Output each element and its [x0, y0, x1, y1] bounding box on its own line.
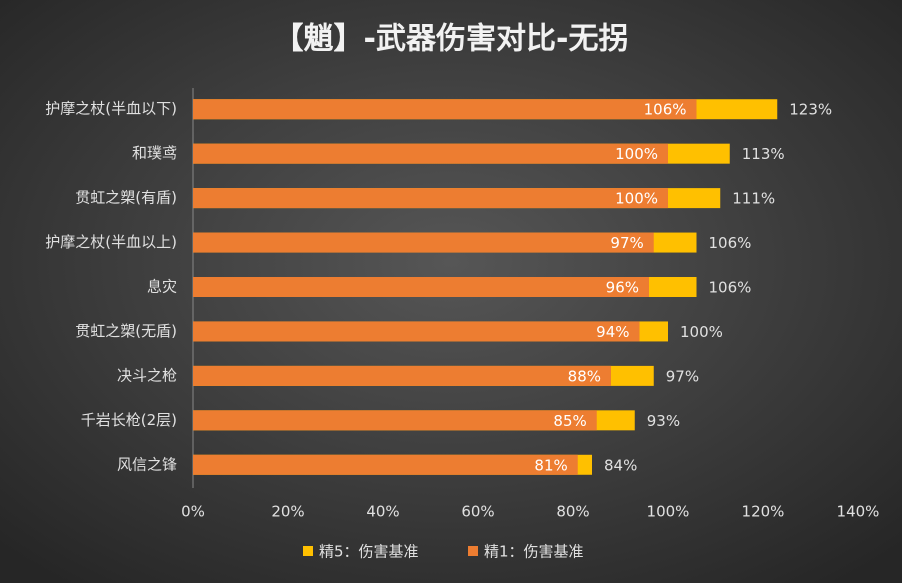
y-tick-label: 和璞鸢 [132, 144, 177, 162]
x-tick-label: 40% [366, 503, 399, 521]
data-label: 97% [610, 234, 643, 252]
y-tick-label: 决斗之枪 [117, 366, 177, 384]
x-tick-label: 0% [181, 503, 205, 521]
data-label: 100% [615, 145, 658, 163]
y-tick-label: 息灾 [147, 278, 177, 296]
data-label: 84% [604, 456, 637, 474]
data-label: 94% [596, 323, 629, 341]
data-label: 106% [709, 279, 752, 297]
data-label: 100% [615, 190, 658, 208]
x-tick-label: 100% [647, 503, 690, 521]
legend-label: 精5：伤害基准 [319, 543, 419, 561]
y-tick-label: 护摩之杖(半血以上) [45, 233, 177, 251]
bar [193, 143, 668, 164]
x-tick-label: 80% [556, 503, 589, 521]
data-label: 100% [680, 323, 723, 341]
bar [193, 321, 640, 342]
data-label: 106% [644, 101, 687, 119]
data-label: 113% [742, 145, 785, 163]
data-label: 106% [709, 234, 752, 252]
x-tick-label: 140% [837, 503, 880, 521]
bar [193, 232, 654, 253]
bar [193, 365, 611, 386]
y-tick-label: 千岩长枪(2层) [81, 411, 177, 429]
data-label: 81% [534, 456, 567, 474]
bar [193, 454, 578, 475]
legend-swatch [468, 546, 478, 556]
y-tick-label: 贯虹之槊(无盾) [75, 322, 177, 340]
data-label: 123% [789, 101, 832, 119]
data-label: 96% [606, 279, 639, 297]
data-label: 111% [732, 190, 775, 208]
x-tick-label: 120% [742, 503, 785, 521]
data-label: 88% [568, 367, 601, 385]
chart-title: 【魈】-武器伤害对比-无拐 [274, 22, 629, 57]
bar [193, 99, 697, 120]
x-tick-label: 60% [461, 503, 494, 521]
legend-label: 精1：伤害基准 [484, 543, 584, 561]
data-label: 97% [666, 367, 699, 385]
x-tick-label: 20% [271, 503, 304, 521]
bar [193, 410, 597, 431]
bar [193, 188, 668, 209]
y-tick-label: 风信之锋 [117, 455, 177, 473]
data-label: 93% [647, 412, 680, 430]
data-label: 85% [553, 412, 586, 430]
y-tick-label: 护摩之杖(半血以下) [45, 100, 177, 118]
y-tick-label: 贯虹之槊(有盾) [75, 189, 177, 207]
bar [193, 277, 649, 297]
legend-swatch [303, 546, 313, 556]
